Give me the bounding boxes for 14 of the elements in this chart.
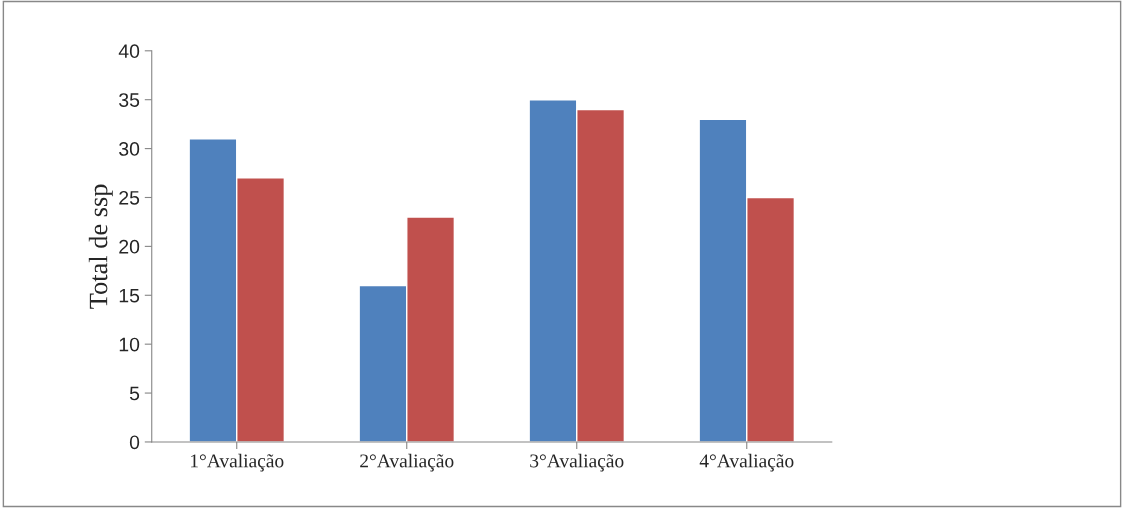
y-tick-label: 35 — [119, 93, 140, 107]
y-tick-label: 10 — [119, 337, 140, 352]
y-tick-label: 20 — [119, 239, 140, 254]
x-tick-label: 1°Avaliação — [191, 453, 284, 472]
y-tick-label: 15 — [119, 288, 140, 303]
y-axis-title: Total de ssp — [88, 184, 113, 309]
y-tick-label: 30 — [119, 142, 140, 156]
x-tick-label: 2°Avaliação — [360, 453, 454, 472]
x-tick-label: 4°Avaliação — [699, 453, 794, 472]
y-tick-label: 25 — [119, 190, 140, 205]
y-tick-label: 40 — [118, 44, 140, 59]
y-tick-label: 0 — [129, 435, 140, 450]
x-tick-label: 3°Avaliação — [530, 453, 624, 472]
y-tick-label: 5 — [129, 386, 140, 401]
